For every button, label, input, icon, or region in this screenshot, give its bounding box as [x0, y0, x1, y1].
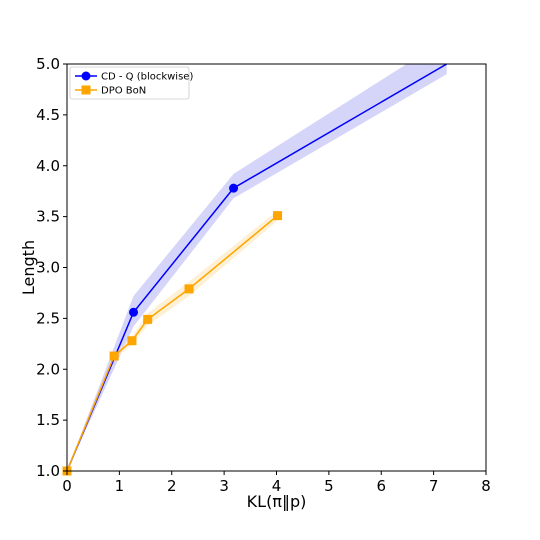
y-axis-title: Length	[19, 240, 38, 295]
series-lines	[67, 64, 448, 471]
x-axis-title: KL(π‖p)	[247, 492, 307, 511]
y-tick-label: 1.5	[36, 411, 60, 429]
y-tick-label: 3.5	[36, 208, 60, 226]
y-tick-label: 3.0	[36, 259, 60, 277]
y-tick-label: 4.5	[36, 106, 60, 124]
x-tick-label: 5	[324, 477, 334, 495]
legend-label-dpo-bon: DPO BoN	[101, 86, 146, 97]
confidence-band-cd-q	[67, 64, 447, 471]
y-tick-label: 1.0	[36, 462, 60, 480]
legend-box	[69, 66, 190, 100]
y-tick-label: 2.0	[36, 360, 60, 378]
data-point-dpo-bon	[184, 284, 194, 294]
x-tick-label: 3	[219, 477, 229, 495]
x-tick-label: 4	[272, 477, 282, 495]
x-tick-label: 0	[62, 477, 72, 495]
series-line-cd-q	[67, 64, 448, 471]
data-point-dpo-bon	[127, 336, 137, 346]
x-tick-label: 2	[167, 477, 177, 495]
x-tick-label: 7	[429, 477, 439, 495]
legend-label-cd-q: CD - Q (blockwise)	[101, 72, 193, 83]
x-tick-label: 6	[376, 477, 386, 495]
y-axis: 1.0 1.5 2.0 2.5 3.0 3.5 4.0 4.5 5.0	[36, 55, 67, 480]
legend-marker-dpo-bon	[81, 85, 91, 95]
y-tick-label: 5.0	[36, 55, 60, 73]
plot-frame	[66, 63, 487, 472]
confidence-bands	[67, 64, 447, 471]
data-point-dpo-bon	[273, 211, 283, 221]
series-markers	[62, 183, 283, 476]
data-point-dpo-bon	[109, 351, 119, 361]
series-line-dpo-bon	[67, 215, 279, 471]
data-point-cd-q	[129, 307, 139, 317]
data-point-cd-q	[229, 183, 239, 193]
x-tick-label: 8	[481, 477, 491, 495]
y-tick-label: 2.5	[36, 309, 60, 327]
y-tick-label: 4.0	[36, 157, 60, 175]
legend: CD - Q (blockwise) DPO BoN	[69, 66, 193, 100]
confidence-band-dpo-bon	[67, 210, 278, 471]
data-point-dpo-bon	[143, 314, 153, 324]
x-tick-label: 1	[115, 477, 125, 495]
x-axis: 0 1 2 3 4 5 6 7 8	[62, 471, 491, 495]
legend-marker-cd-q	[81, 71, 91, 81]
